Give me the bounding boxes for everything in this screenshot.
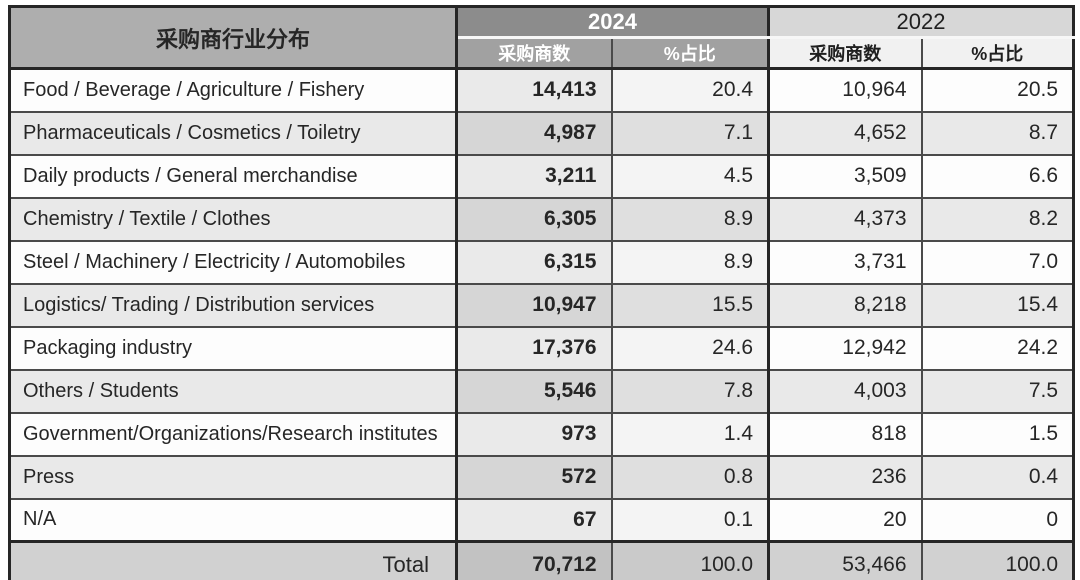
share-2022-cell: 8.2 [920, 196, 1075, 242]
industry-cell: Food / Beverage / Agriculture / Fishery [8, 67, 458, 113]
table-row: N/A 67 0.1 20 0 [8, 497, 1075, 543]
count-2022-cell: 8,218 [767, 282, 923, 328]
year-header-row: 采购商行业分布 2024 2022 [8, 5, 1075, 70]
share-2024-cell: 7.1 [610, 110, 770, 156]
industry-cell: Pharmaceuticals / Cosmetics / Toiletry [8, 110, 458, 156]
industry-cell: Packaging industry [8, 325, 458, 371]
industry-cell: Total [8, 540, 458, 580]
column-group-2022: 2022 [767, 5, 1075, 39]
share-2022-cell: 0 [920, 497, 1075, 543]
share-2024-cell: 8.9 [610, 196, 770, 242]
share-2024-cell: 0.1 [610, 497, 770, 543]
count-2024-cell: 572 [455, 454, 613, 500]
share-2024-cell: 4.5 [610, 153, 770, 199]
count-2022-cell: 10,964 [767, 67, 923, 113]
count-2022-cell: 20 [767, 497, 923, 543]
column-group-2024: 2024 [454, 5, 770, 39]
table-title: 采购商行业分布 [8, 5, 458, 70]
industry-cell: Others / Students [8, 368, 458, 414]
industry-cell: Steel / Machinery / Electricity / Automo… [8, 239, 458, 285]
industry-cell: N/A [8, 497, 458, 543]
buyer-industry-table: 采购商行业分布 2024 2022 采购商数 %占比 采购商数 %占比 Food… [8, 5, 1076, 580]
share-2022-cell: 0.4 [920, 454, 1075, 500]
share-2022-cell: 1.5 [920, 411, 1075, 457]
table-row: Steel / Machinery / Electricity / Automo… [8, 239, 1075, 285]
share-2022-cell: 20.5 [920, 67, 1075, 113]
count-2022-cell: 4,373 [767, 196, 923, 242]
count-2022-cell: 12,942 [767, 325, 923, 371]
count-2024-cell: 4,987 [455, 110, 613, 156]
count-2022-cell: 53,466 [767, 540, 923, 580]
count-2022-cell: 3,731 [767, 239, 923, 285]
share-2022-cell: 6.6 [920, 153, 1075, 199]
count-2024-cell: 70,712 [455, 540, 613, 580]
industry-cell: Logistics/ Trading / Distribution servic… [8, 282, 458, 328]
header-share-2022: %占比 [920, 36, 1075, 70]
share-2024-cell: 0.8 [610, 454, 770, 500]
share-2024-cell: 15.5 [610, 282, 770, 328]
share-2022-cell: 7.0 [920, 239, 1075, 285]
count-2024-cell: 3,211 [455, 153, 613, 199]
count-2024-cell: 6,315 [455, 239, 613, 285]
count-2022-cell: 236 [767, 454, 923, 500]
industry-cell: Chemistry / Textile / Clothes [8, 196, 458, 242]
industry-cell: Daily products / General merchandise [8, 153, 458, 199]
share-2024-cell: 24.6 [610, 325, 770, 371]
table-row: Food / Beverage / Agriculture / Fishery 1… [8, 67, 1075, 113]
industry-cell: Government/Organizations/Research instit… [8, 411, 458, 457]
count-2024-cell: 17,376 [455, 325, 613, 371]
table-row: Pharmaceuticals / Cosmetics / Toiletry 4,… [8, 110, 1075, 156]
table-row: Logistics/ Trading / Distribution servic… [8, 282, 1075, 328]
share-2022-cell: 100.0 [920, 540, 1075, 580]
header-buyers-2024: 采购商数 [455, 36, 613, 70]
table-row: Press 572 0.8 236 0.4 [8, 454, 1075, 500]
table-row: Daily products / General merchandise 3,21… [8, 153, 1075, 199]
share-2022-cell: 24.2 [920, 325, 1075, 371]
industry-cell: Press [8, 454, 458, 500]
share-2022-cell: 15.4 [920, 282, 1075, 328]
share-2024-cell: 8.9 [610, 239, 770, 285]
count-2022-cell: 3,509 [767, 153, 923, 199]
header-buyers-2022: 采购商数 [767, 36, 923, 70]
table-row: Chemistry / Textile / Clothes 6,305 8.9 4,3… [8, 196, 1075, 242]
count-2022-cell: 818 [767, 411, 923, 457]
total-row: Total 70,712 100.0 53,466 100.0 [8, 540, 1075, 580]
table-row: Others / Students 5,546 7.8 4,003 7.5 [8, 368, 1075, 414]
count-2024-cell: 10,947 [455, 282, 613, 328]
count-2024-cell: 6,305 [455, 196, 613, 242]
sub-header-row: 采购商数 %占比 采购商数 %占比 [10, 36, 1075, 70]
count-2022-cell: 4,003 [767, 368, 923, 414]
count-2024-cell: 14,413 [455, 67, 613, 113]
share-2024-cell: 20.4 [610, 67, 770, 113]
header-share-2024: %占比 [610, 36, 770, 70]
share-2024-cell: 1.4 [610, 411, 770, 457]
share-2024-cell: 100.0 [610, 540, 770, 580]
share-2022-cell: 7.5 [920, 368, 1075, 414]
table-row: Packaging industry 17,376 24.6 12,942 24.2 [8, 325, 1075, 371]
count-2022-cell: 4,652 [767, 110, 923, 156]
share-2022-cell: 8.7 [920, 110, 1075, 156]
count-2024-cell: 973 [455, 411, 613, 457]
count-2024-cell: 67 [455, 497, 613, 543]
table-body: Food / Beverage / Agriculture / Fishery 1… [8, 67, 1075, 580]
count-2024-cell: 5,546 [455, 368, 613, 414]
table-row: Government/Organizations/Research instit… [8, 411, 1075, 457]
share-2024-cell: 7.8 [610, 368, 770, 414]
